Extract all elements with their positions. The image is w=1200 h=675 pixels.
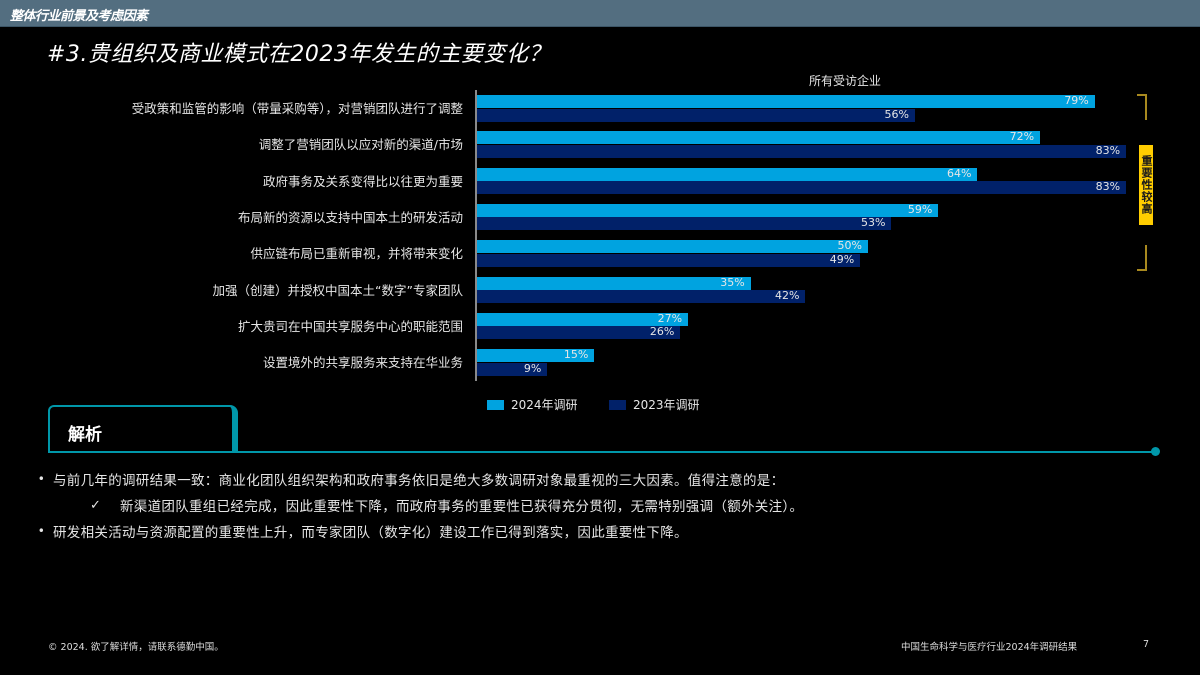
bar-value-label: 56% (884, 107, 909, 121)
y-axis-line (475, 90, 477, 381)
section-title: 整体行业前景及考虑因素 (10, 9, 148, 24)
bracket-bottom (1137, 245, 1147, 271)
analysis-bullets: • 与前几年的调研结果一致：商业化团队组织架构和政府事务依旧是绝大多数调研对象最… (30, 466, 803, 544)
bar-value-label: 9% (523, 361, 542, 375)
bar-value-label: 15% (563, 348, 589, 362)
bullet-text: 研发相关活动与资源配置的重要性上升，而专家团队（数字化）建设工作已得到落实，因此… (53, 525, 688, 541)
analysis-divider (48, 451, 1155, 453)
bar-value-label: 64% (947, 166, 972, 180)
bar-2023: 42% (477, 289, 806, 303)
bar-2024: 27% (477, 311, 689, 326)
legend-label-2024: 2024年调研 (511, 398, 578, 412)
footer-copyright: © 2024. 欲了解详情，请联系德勤中国。 (48, 642, 224, 653)
bar-2023: 49% (477, 252, 861, 267)
bar-value-label: 83% (1095, 143, 1121, 157)
category-label: 供应链布局已重新审视，并将带来变化 (250, 246, 463, 262)
analysis-tab: 解析 (48, 405, 238, 452)
bullet-dot-icon: • (37, 472, 46, 486)
bar-value-label: 72% (1009, 130, 1035, 144)
bullet-text: 新渠道团队重组已经完成，因此重要性下降，而政府事务的重要性已获得充分贯彻，无需特… (120, 499, 804, 515)
bar-value-label: 83% (1095, 180, 1121, 194)
bar-value-label: 35% (720, 275, 745, 289)
legend-item-2023: 2023年调研 (609, 396, 700, 413)
bar-2024: 35% (477, 275, 751, 290)
bar-value-label: 27% (657, 311, 683, 325)
section-header-bar: 整体行业前景及考虑因素 (0, 0, 1200, 27)
bar-value-label: 26% (649, 325, 675, 339)
page-title: #3.贵组织及商业模式在2023年发生的主要变化？ (47, 42, 551, 67)
bar-2023: 53% (477, 216, 892, 231)
bar-2023: 56% (477, 107, 915, 122)
bar-value-label: 59% (907, 202, 933, 216)
page-number: 7 (1143, 639, 1150, 650)
chart-title: 所有受访企业 (808, 74, 881, 88)
legend-swatch-2024 (487, 399, 504, 410)
category-label: 扩大贵司在中国共享服务中心的职能范围 (237, 318, 463, 334)
bar-2024: 72% (477, 130, 1041, 145)
bar-value-label: 49% (829, 252, 855, 266)
analysis-tab-label: 解析 (68, 425, 102, 445)
category-label: 调整了营销团队以应对新的渠道/市场 (258, 137, 463, 153)
bar-value-label: 53% (861, 216, 886, 230)
bullet-text: 与前几年的调研结果一致：商业化团队组织架构和政府事务依旧是绝大多数调研对象最重视… (53, 473, 785, 489)
bar-2024: 15% (477, 348, 595, 363)
category-label: 加强（创建）并授权中国本土“数字”专家团队 (212, 282, 463, 298)
category-label: 受政策和监管的影响（带量采购等），对营销团队进行了调整 (131, 101, 463, 116)
bar-value-label: 42% (774, 289, 800, 302)
divider-end-dot (1151, 447, 1160, 456)
bar-value-label: 79% (1064, 94, 1089, 107)
bullet-dot-icon: • (37, 524, 46, 538)
footer-report-title: 中国生命科学与医疗行业2024年调研结果 (901, 642, 1078, 653)
sub-bullet-item: ✓ 新渠道团队重组已经完成，因此重要性下降，而政府事务的重要性已获得充分贯彻，无… (30, 492, 803, 518)
legend-label-2023: 2023年调研 (633, 398, 700, 412)
category-label: 设置境外的共享服务来支持在华业务 (262, 355, 463, 371)
bar-2023: 26% (477, 325, 681, 340)
bar-2024: 59% (477, 202, 939, 217)
bracket-top (1137, 94, 1147, 120)
bar-2023: 83% (477, 143, 1127, 158)
bar-2024: 79% (477, 94, 1095, 108)
bullet-item: • 与前几年的调研结果一致：商业化团队组织架构和政府事务依旧是绝大多数调研对象最… (30, 466, 803, 492)
category-label: 布局新的资源以支持中国本土的研发活动 (237, 209, 463, 225)
legend-item-2024: 2024年调研 (487, 396, 578, 413)
bar-2024: 64% (477, 166, 978, 181)
bar-2023: 9% (477, 361, 548, 376)
bar-value-label: 50% (837, 239, 862, 253)
bar-2023: 83% (477, 180, 1127, 195)
legend-swatch-2023 (609, 399, 626, 410)
category-label: 政府事务及关系变得比以往更为重要 (262, 173, 463, 189)
bullet-item: • 研发相关活动与资源配置的重要性上升，而专家团队（数字化）建设工作已得到落实，… (30, 518, 803, 544)
importance-annotation: 重要性较高 (1139, 145, 1153, 225)
checkmark-icon: ✓ (90, 497, 102, 513)
bar-2024: 50% (477, 239, 868, 254)
